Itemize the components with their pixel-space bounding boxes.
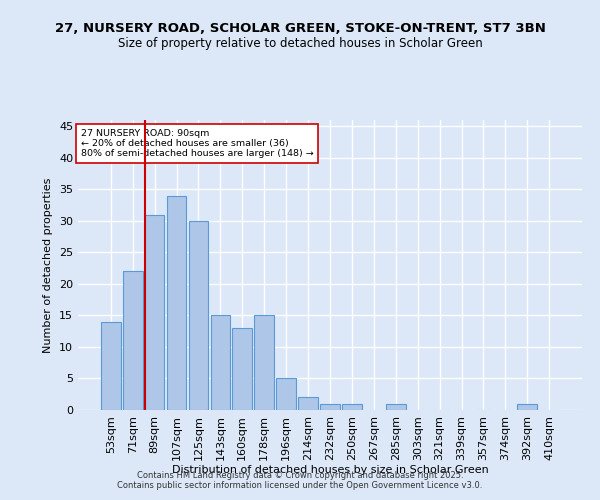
Bar xyxy=(517,404,537,410)
Bar xyxy=(276,378,296,410)
Text: Contains HM Land Registry data © Crown copyright and database right 2025.
Contai: Contains HM Land Registry data © Crown c… xyxy=(118,470,482,490)
Bar xyxy=(298,398,318,410)
Bar xyxy=(254,316,274,410)
Bar xyxy=(167,196,187,410)
Bar xyxy=(320,404,340,410)
Bar xyxy=(232,328,252,410)
Bar xyxy=(211,316,230,410)
Bar xyxy=(145,214,164,410)
X-axis label: Distribution of detached houses by size in Scholar Green: Distribution of detached houses by size … xyxy=(172,466,488,475)
Bar xyxy=(123,272,143,410)
Text: 27 NURSERY ROAD: 90sqm
← 20% of detached houses are smaller (36)
80% of semi-det: 27 NURSERY ROAD: 90sqm ← 20% of detached… xyxy=(80,128,313,158)
Y-axis label: Number of detached properties: Number of detached properties xyxy=(43,178,53,352)
Bar xyxy=(342,404,362,410)
Bar xyxy=(386,404,406,410)
Text: Size of property relative to detached houses in Scholar Green: Size of property relative to detached ho… xyxy=(118,38,482,51)
Bar xyxy=(188,221,208,410)
Bar xyxy=(101,322,121,410)
Text: 27, NURSERY ROAD, SCHOLAR GREEN, STOKE-ON-TRENT, ST7 3BN: 27, NURSERY ROAD, SCHOLAR GREEN, STOKE-O… xyxy=(55,22,545,36)
